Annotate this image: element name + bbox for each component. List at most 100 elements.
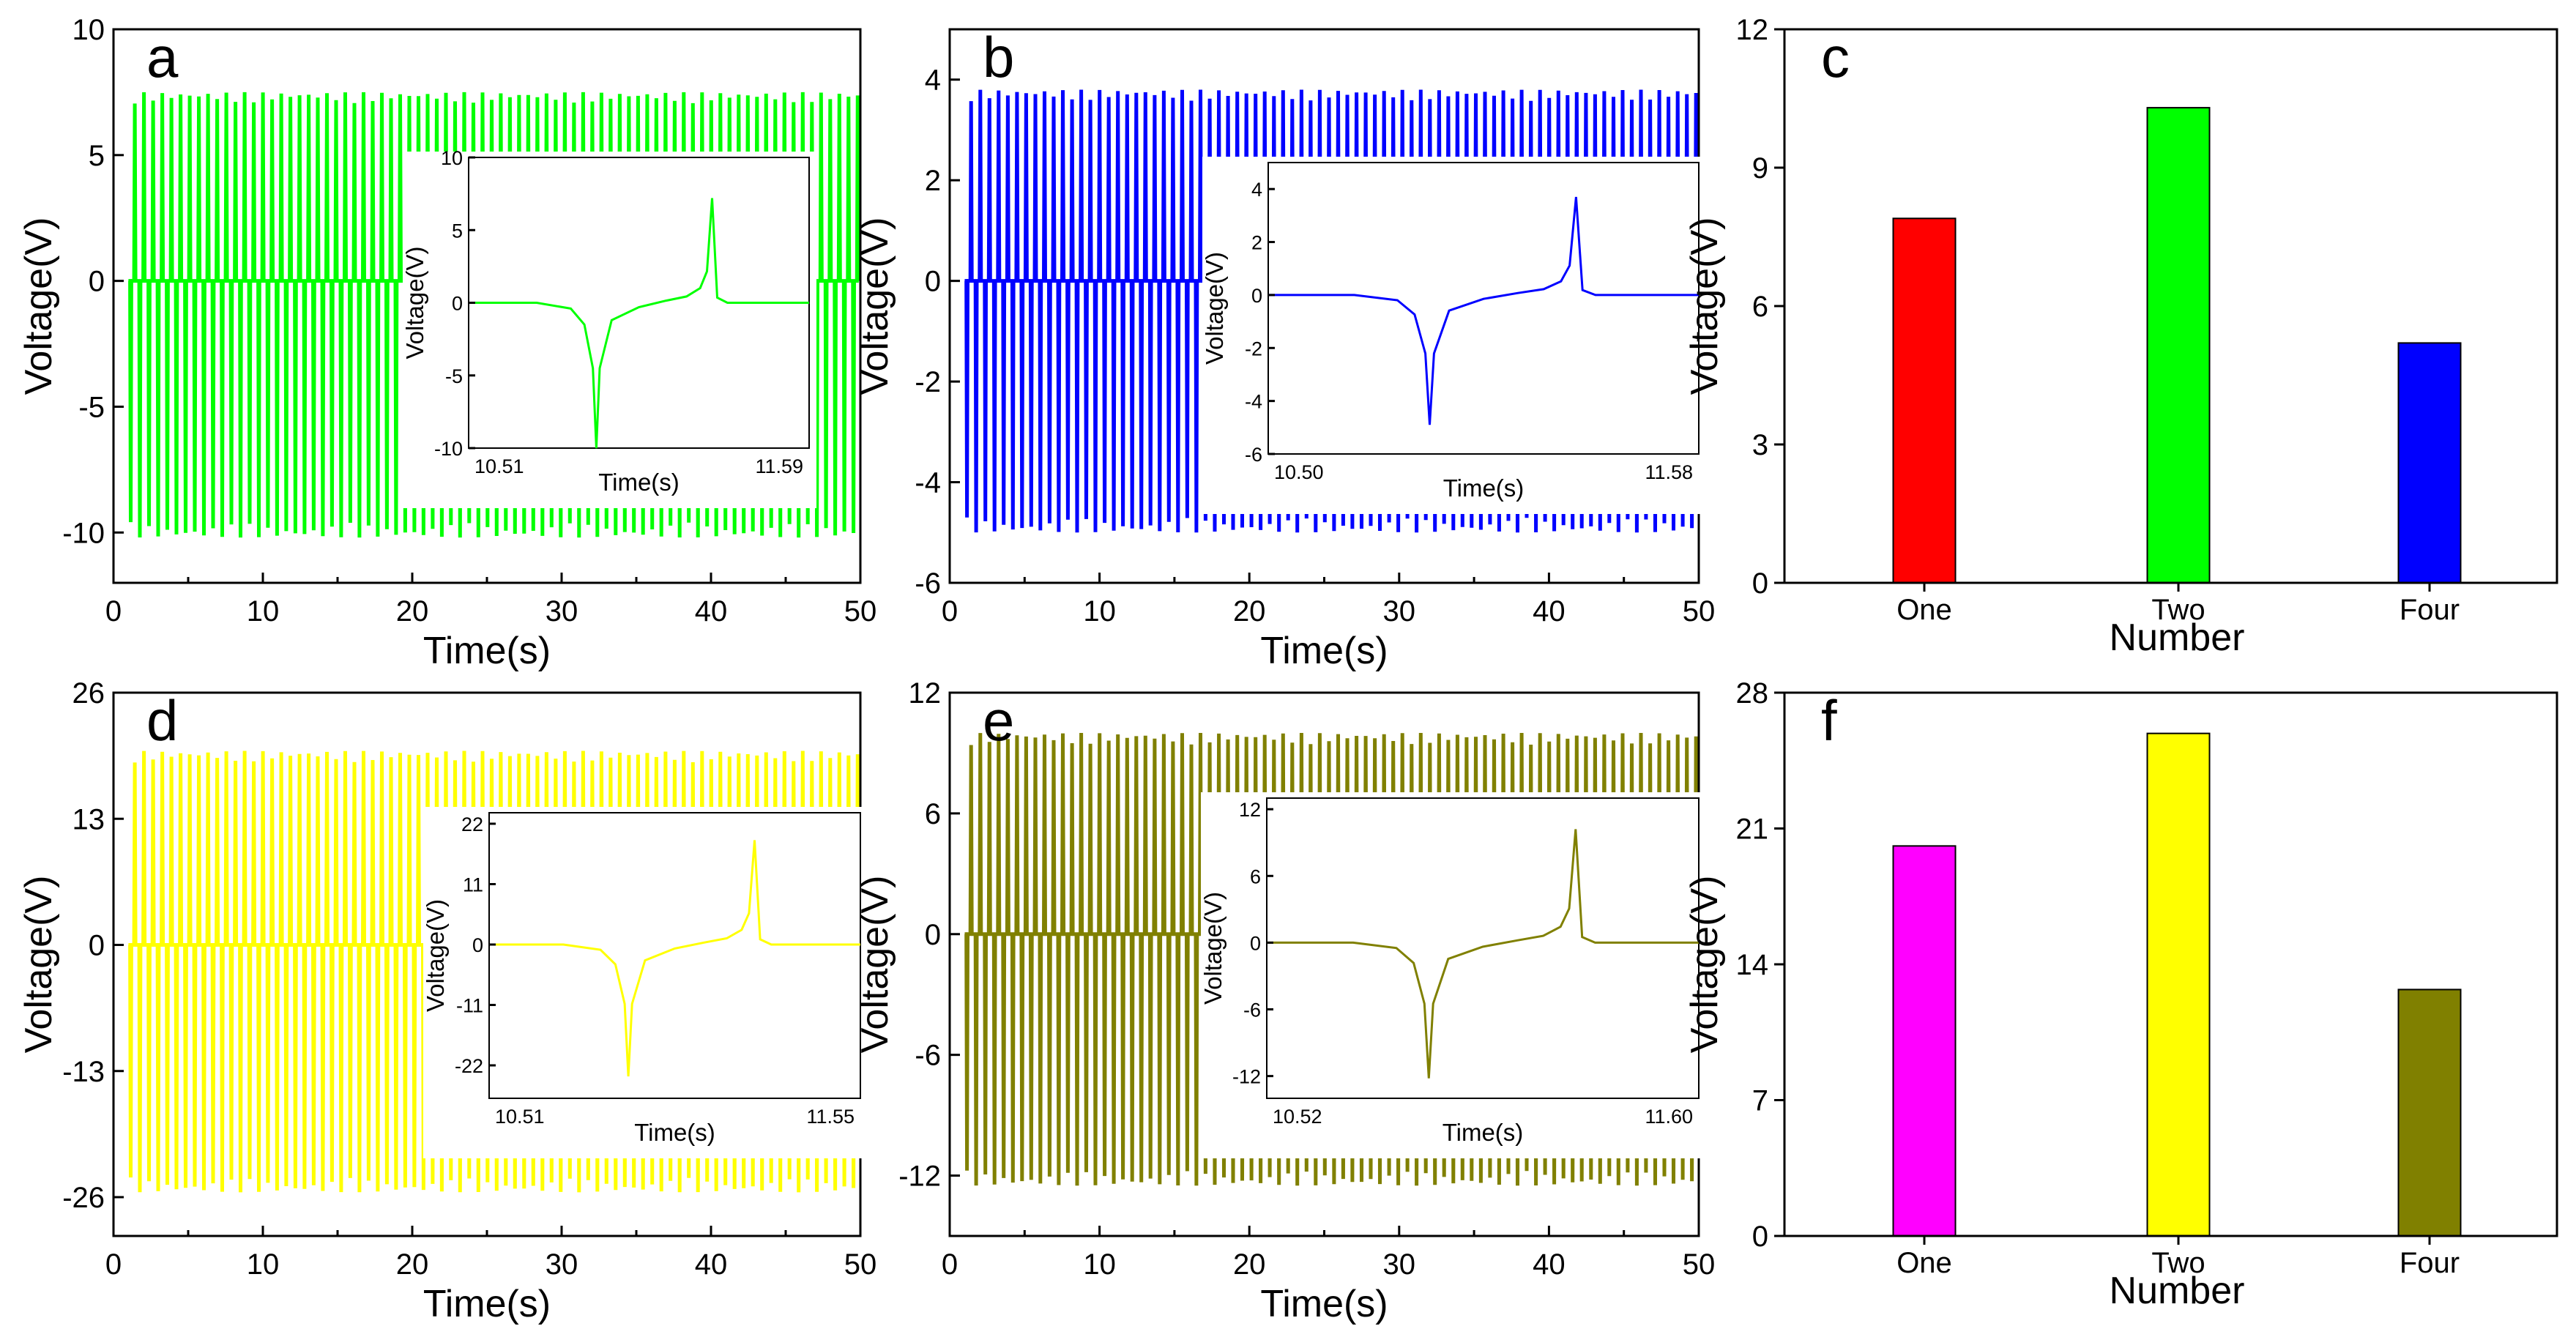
inset-axes [1266, 797, 1700, 1099]
x-tick-label: Two [2151, 1247, 2205, 1279]
y-tick-label: 10 [72, 14, 105, 46]
inset-y-tick-label: -4 [1245, 391, 1262, 413]
inset-x-tick-label: 11.55 [806, 1106, 855, 1128]
y-tick-label: 0 [89, 930, 105, 962]
y-tick-label: 13 [72, 803, 105, 835]
panel-letter: b [983, 25, 1014, 89]
y-tick-label: 6 [925, 798, 941, 830]
inset-axes [1267, 162, 1700, 455]
inset-x-tick-label: 10.51 [495, 1106, 545, 1128]
panel-letter: a [146, 25, 179, 89]
x-tick-label: 0 [942, 1248, 958, 1281]
inset-trace [489, 840, 860, 1077]
inset-y-tick-label: 0 [1250, 932, 1261, 954]
y-tick-label: 0 [89, 266, 105, 298]
panel-d-inset: -22 -11 0 11 22 10.51 11.55 Time(s) Voltage(V) [422, 807, 868, 1158]
inset-y-tick-label: 0 [452, 293, 463, 315]
inset-y-axis-label: Voltage(V) [1201, 252, 1228, 365]
x-axis-label: Time(s) [423, 1283, 551, 1325]
x-tick-label: 30 [1383, 595, 1416, 627]
panel-letter: d [146, 688, 178, 753]
y-tick-label: -6 [915, 1040, 941, 1072]
y-tick-label: -6 [915, 567, 941, 600]
x-tick-label: 20 [396, 595, 429, 627]
y-tick-label: -4 [915, 467, 941, 499]
y-tick-label: 6 [1752, 291, 1768, 323]
y-tick-label: -26 [62, 1182, 105, 1214]
y-tick-label: -12 [898, 1161, 941, 1193]
inset-y-tick-label: 12 [1239, 799, 1261, 821]
inset-y-axis-label: Voltage(V) [1199, 892, 1226, 1005]
x-tick-label: 0 [105, 1248, 122, 1281]
x-tick-label: 10 [247, 595, 280, 627]
y-tick-label: -2 [915, 366, 941, 398]
x-axis-label: Number [2110, 1270, 2245, 1312]
inset-y-tick-label: 0 [1251, 285, 1262, 307]
inset-y-axis-label: Voltage(V) [401, 246, 428, 359]
y-axis-label: Voltage(V) [1683, 217, 1726, 395]
y-tick-label: 0 [1752, 1221, 1768, 1253]
y-tick-label: 14 [1736, 949, 1769, 981]
y-tick-label: 7 [1752, 1085, 1768, 1117]
bar-four [2397, 988, 2462, 1237]
inset-x-tick-label: 10.50 [1274, 461, 1324, 483]
panel-letter: c [1821, 25, 1850, 89]
inset-y-tick-label: -10 [434, 438, 463, 460]
inset-trace [1266, 829, 1699, 1079]
y-tick-label: 3 [1752, 429, 1768, 461]
inset-x-tick-label: 11.59 [755, 455, 803, 477]
inset-y-tick-label: 5 [452, 220, 463, 242]
inset-y-tick-label: 2 [1251, 232, 1262, 254]
inset-x-tick-label: 10.52 [1273, 1106, 1322, 1128]
x-axis-label: Time(s) [423, 630, 551, 672]
panel-f: One Two Four 0 7 14 21 28 Number Voltage(V) f [1683, 677, 2558, 1312]
y-tick-label: 28 [1736, 677, 1769, 710]
bar-one [1892, 845, 1957, 1237]
x-tick-label: Two [2151, 594, 2205, 626]
y-tick-label: 21 [1736, 813, 1769, 846]
y-tick-label: 12 [909, 677, 942, 710]
inset-y-tick-label: 0 [472, 934, 483, 956]
panel-e-inset: -12 -6 0 6 12 10.52 11.60 Time(s) Voltage(V) [1199, 792, 1706, 1158]
inset-y-tick-label: 6 [1250, 865, 1261, 887]
panel-e: 0 10 20 30 40 50 -12 -6 0 6 12 Time(s) Voltage(V) e -1… [854, 677, 1715, 1325]
x-tick-label: 30 [546, 595, 578, 627]
y-tick-label: -10 [62, 517, 105, 549]
x-tick-label: One [1896, 1247, 1952, 1279]
inset-y-tick-label: 11 [463, 874, 483, 896]
inset-x-axis-label: Time(s) [598, 469, 680, 496]
inset-x-axis-label: Time(s) [1443, 1119, 1524, 1146]
y-tick-label: 9 [1752, 152, 1768, 185]
y-tick-label: 0 [925, 919, 941, 951]
x-tick-label: 10 [1083, 1248, 1116, 1281]
x-tick-label: 30 [546, 1248, 578, 1281]
inset-y-tick-label: 10 [441, 147, 463, 169]
inset-y-tick-label: -5 [445, 365, 463, 387]
y-tick-label: 0 [925, 266, 941, 298]
x-tick-label: 50 [1683, 1248, 1716, 1281]
bar-four [2397, 342, 2462, 584]
panel-a-inset: -10 -5 0 5 10 10.51 11.59 Time(s) Voltage(V) [401, 147, 816, 508]
x-axis-label: Time(s) [1260, 630, 1388, 672]
inset-y-tick-label: -22 [455, 1055, 483, 1077]
panel-letter: f [1821, 688, 1837, 753]
y-axis-label: Voltage(V) [854, 217, 896, 395]
inset-x-axis-label: Time(s) [634, 1119, 715, 1146]
x-tick-label: 0 [942, 595, 958, 627]
x-tick-label: 30 [1383, 1248, 1416, 1281]
bar-two [2146, 107, 2211, 584]
panel-b: 0 10 20 30 40 50-6-4-2024Time(s)Voltage(V)b-6… [854, 25, 1715, 672]
inset-y-tick-label: -2 [1245, 338, 1262, 360]
inset-y-tick-label: -12 [1232, 1066, 1261, 1088]
y-tick-label: -5 [78, 391, 105, 423]
bar-one [1892, 217, 1957, 584]
bar-two [2146, 732, 2211, 1237]
inset-y-tick-label: -6 [1243, 999, 1261, 1021]
y-tick-label: 2 [925, 165, 941, 197]
inset-trace [1267, 196, 1699, 425]
inset-axes [488, 812, 861, 1099]
x-tick-label: 40 [695, 595, 728, 627]
x-tick-label: 20 [1233, 1248, 1266, 1281]
x-tick-label: 40 [695, 1248, 728, 1281]
